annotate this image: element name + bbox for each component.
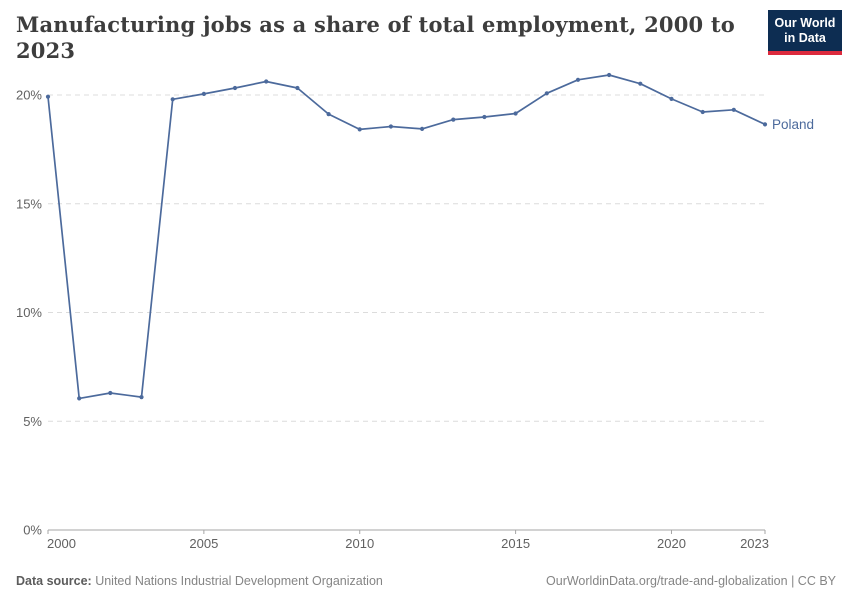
owid-url-link[interactable]: OurWorldinData.org/trade-and-globalizati… bbox=[546, 574, 788, 588]
data-point[interactable] bbox=[77, 396, 82, 401]
data-point[interactable] bbox=[139, 395, 144, 400]
data-point[interactable] bbox=[201, 91, 206, 96]
data-point[interactable] bbox=[451, 117, 456, 122]
data-point[interactable] bbox=[388, 124, 393, 129]
data-point[interactable] bbox=[513, 111, 518, 116]
data-point[interactable] bbox=[700, 109, 705, 115]
x-tick-label: 2010 bbox=[345, 536, 374, 551]
data-point[interactable] bbox=[762, 122, 768, 127]
footer-separator: | bbox=[787, 574, 798, 588]
x-tick-label: 2015 bbox=[501, 536, 530, 551]
license-link[interactable]: CC BY bbox=[797, 574, 836, 588]
data-point[interactable] bbox=[357, 127, 362, 132]
y-tick-label: 15% bbox=[16, 196, 42, 211]
y-tick-label: 10% bbox=[16, 305, 42, 320]
data-point[interactable] bbox=[295, 85, 300, 91]
series-label-poland[interactable]: Poland bbox=[772, 117, 814, 132]
y-tick-label: 5% bbox=[23, 414, 42, 429]
data-point[interactable] bbox=[669, 96, 674, 101]
data-point[interactable] bbox=[108, 390, 113, 396]
x-tick-label: 2000 bbox=[47, 536, 76, 551]
header: Manufacturing jobs as a share of total e… bbox=[16, 12, 746, 65]
data-point[interactable] bbox=[264, 79, 269, 84]
data-point[interactable] bbox=[607, 72, 612, 78]
data-point[interactable] bbox=[45, 94, 51, 99]
data-point[interactable] bbox=[482, 114, 487, 120]
owid-logo-line2: in Data bbox=[784, 30, 826, 45]
page-title: Manufacturing jobs as a share of total e… bbox=[16, 12, 735, 64]
data-source-text: United Nations Industrial Development Or… bbox=[91, 574, 383, 588]
x-tick-label: 2023 bbox=[740, 536, 769, 551]
data-point[interactable] bbox=[170, 97, 175, 102]
data-point[interactable] bbox=[731, 107, 736, 112]
data-point[interactable] bbox=[544, 91, 549, 96]
data-point[interactable] bbox=[326, 112, 331, 117]
owid-logo[interactable]: Our World in Data bbox=[768, 10, 842, 55]
x-tick-label: 2020 bbox=[657, 536, 686, 551]
data-point[interactable] bbox=[638, 81, 643, 86]
data-point[interactable] bbox=[232, 85, 238, 91]
data-source-label: Data source: bbox=[16, 574, 92, 588]
owid-logo-line1: Our World bbox=[774, 16, 836, 30]
y-tick-label: 20% bbox=[16, 88, 42, 103]
chart-footer: Data source: United Nations Industrial D… bbox=[16, 574, 836, 588]
data-point[interactable] bbox=[420, 126, 425, 131]
y-tick-label: 0% bbox=[23, 523, 42, 538]
x-tick-label: 2005 bbox=[189, 536, 218, 551]
data-point[interactable] bbox=[575, 77, 581, 82]
footer-links: OurWorldinData.org/trade-and-globalizati… bbox=[546, 574, 836, 588]
data-source: Data source: United Nations Industrial D… bbox=[16, 574, 383, 588]
series-line-poland bbox=[47, 74, 766, 400]
